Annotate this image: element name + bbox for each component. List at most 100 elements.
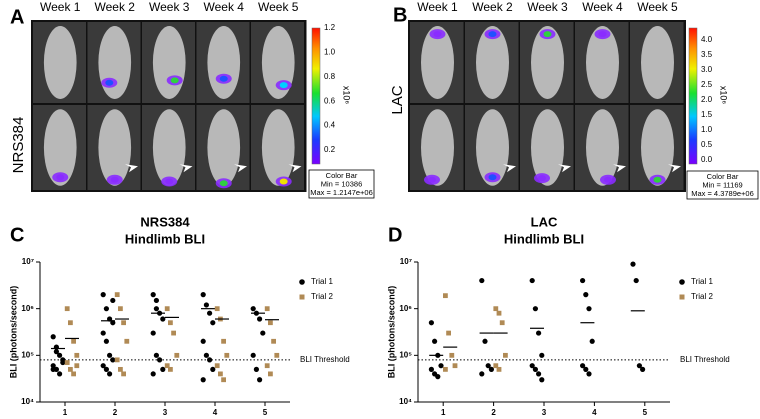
- point: [532, 366, 539, 372]
- point: [103, 366, 109, 372]
- bli-signal: [653, 176, 662, 183]
- point: [630, 261, 636, 267]
- point: [636, 363, 643, 369]
- point: [452, 363, 458, 369]
- bli-signal: [105, 79, 114, 86]
- point: [68, 320, 73, 326]
- legend-marker: [679, 294, 685, 300]
- point: [153, 306, 159, 312]
- point: [200, 377, 206, 383]
- point: [207, 310, 213, 316]
- mouse-body: [476, 109, 509, 186]
- legend-marker: [299, 279, 305, 285]
- panel-label: A: [10, 6, 24, 28]
- legend-marker: [299, 294, 305, 300]
- point: [589, 338, 595, 344]
- mouse-body: [641, 26, 674, 99]
- point: [443, 366, 448, 372]
- point: [640, 366, 646, 372]
- bli-signal: [604, 176, 612, 183]
- point: [479, 371, 485, 377]
- point: [586, 371, 592, 377]
- colorbar: [311, 27, 321, 165]
- point: [268, 371, 273, 377]
- bli-signal: [488, 174, 497, 181]
- point: [200, 292, 206, 298]
- mouse-body: [261, 109, 295, 186]
- point: [488, 366, 494, 372]
- point: [150, 330, 156, 336]
- point: [153, 352, 159, 358]
- colorbar-tick-label: 3.0: [701, 65, 713, 74]
- point: [114, 357, 120, 363]
- point: [268, 320, 273, 326]
- point: [482, 338, 488, 344]
- y-tick-label: 10⁴: [399, 397, 412, 406]
- point: [479, 277, 485, 284]
- x-tick-label: 2: [113, 408, 118, 417]
- point: [583, 292, 589, 298]
- strain-label: NRS384: [10, 117, 27, 174]
- point: [580, 277, 586, 284]
- x-tick-label: 5: [643, 408, 648, 417]
- mouse-body: [531, 109, 564, 186]
- colorbar-tick-label: 2.0: [701, 95, 713, 104]
- point: [253, 366, 259, 372]
- point: [121, 371, 126, 377]
- point: [428, 320, 434, 326]
- bli-signal: [598, 31, 607, 38]
- point: [485, 363, 491, 369]
- arrow: [503, 164, 516, 173]
- colorbar-tick-label: 1.0: [701, 125, 713, 134]
- point: [271, 338, 276, 344]
- mouse-body: [531, 26, 564, 99]
- y-tick-label: 10⁶: [399, 304, 412, 313]
- bli-signal: [56, 174, 65, 181]
- y-tick-label: 10⁴: [21, 397, 34, 406]
- point: [110, 297, 116, 304]
- point: [110, 320, 116, 326]
- colorbar-tick-label: 1.0: [324, 48, 336, 57]
- bli-signal: [428, 176, 436, 183]
- mouse-body: [421, 26, 454, 99]
- point: [580, 363, 586, 369]
- week-header: Week 4: [204, 0, 245, 14]
- colorbar-tick-label: 0.2: [324, 145, 336, 154]
- point: [264, 306, 270, 312]
- colorbar-tick-label: 0.8: [324, 72, 336, 81]
- point: [118, 366, 123, 372]
- point: [50, 363, 56, 369]
- arrow: [668, 164, 681, 173]
- y-tick-label: 10⁶: [21, 304, 34, 313]
- y-tick-label: 10⁷: [400, 257, 412, 266]
- mouse-body: [207, 109, 241, 186]
- colorbar-tick-label: 1.5: [701, 110, 713, 119]
- chart-subtitle: Hindlimb BLI: [125, 231, 205, 246]
- point: [107, 352, 113, 358]
- point: [110, 357, 116, 363]
- colorbar-tick-label: 4.0: [701, 35, 713, 44]
- y-tick-label: 10⁵: [399, 350, 412, 359]
- x-tick-label: 5: [263, 408, 268, 417]
- point: [210, 366, 216, 372]
- point: [529, 277, 535, 284]
- point: [449, 352, 455, 358]
- bli-signal: [488, 31, 497, 38]
- week-header: Week 1: [417, 0, 458, 14]
- colorbar-unit: x10⁶: [342, 86, 352, 105]
- colorbar-text: Max = 1.2147e+06: [310, 188, 373, 197]
- mouse-body: [43, 109, 77, 186]
- point: [432, 338, 438, 344]
- arrow: [558, 164, 571, 173]
- point: [257, 316, 263, 322]
- x-tick-label: 3: [163, 408, 168, 417]
- point: [264, 363, 270, 369]
- mouse-body: [98, 26, 132, 99]
- point: [157, 357, 163, 363]
- legend-label: Trial 1: [691, 277, 713, 286]
- colorbar-text: Color Bar: [326, 171, 358, 180]
- x-tick-label: 1: [63, 408, 68, 417]
- bli-signal: [538, 175, 546, 182]
- bli-signal: [279, 82, 288, 89]
